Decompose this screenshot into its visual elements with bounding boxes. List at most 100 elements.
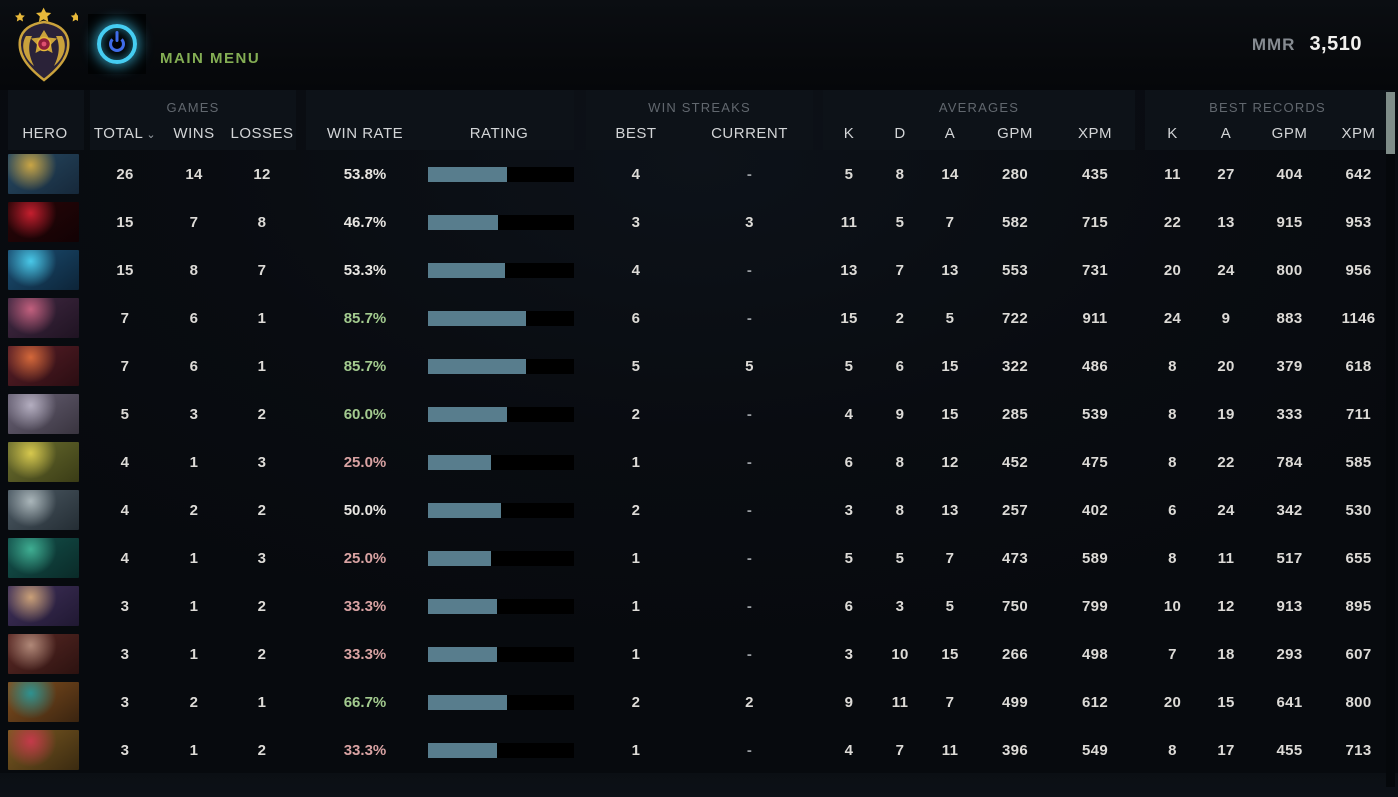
record-kills-value: 6 <box>1168 501 1177 519</box>
avg-gpm-value: 396 <box>1002 741 1028 759</box>
hero-stats-row[interactable]: 3 1 2 33.3% 1 - 6 3 5 750 799 10 12 913 … <box>0 582 1398 630</box>
total-games-value: 15 <box>116 213 134 231</box>
avg-deaths-value: 5 <box>895 549 905 567</box>
avg-gpm-value: 452 <box>1002 453 1028 471</box>
avg-deaths-value: 11 <box>891 693 909 711</box>
avg-deaths-value: 8 <box>895 453 905 471</box>
hero-stats-row[interactable]: 3 1 2 33.3% 1 - 4 7 11 396 549 8 17 455 … <box>0 726 1398 774</box>
avg-assists-value: 15 <box>941 645 959 663</box>
hero-stats-row[interactable]: 4 2 2 50.0% 2 - 3 8 13 257 402 6 24 342 … <box>0 486 1398 534</box>
rating-bar-fill <box>428 694 507 710</box>
rank-medal-icon[interactable] <box>10 6 81 82</box>
column-header-avg-gpm[interactable]: GPM <box>997 124 1033 142</box>
hero-stats-row[interactable]: 26 14 12 53.8% 4 - 5 8 14 280 435 11 27 … <box>0 150 1398 198</box>
record-xpm-value: 530 <box>1345 501 1372 519</box>
column-header-avg-assists[interactable]: A <box>944 124 956 142</box>
record-gpm-value: 517 <box>1276 549 1303 567</box>
scrollbar-thumb[interactable] <box>1386 92 1395 154</box>
group-label-averages: AVERAGES <box>938 100 1020 115</box>
rating-bar-fill <box>428 214 499 230</box>
rating-bar <box>424 406 574 422</box>
rating-bar <box>424 358 574 374</box>
column-header-rec-xpm[interactable]: XPM <box>1341 124 1376 142</box>
rating-bar <box>424 214 574 230</box>
record-assists-value: 24 <box>1217 501 1235 519</box>
win-rate-value: 53.3% <box>343 261 387 279</box>
hero-portrait <box>8 490 79 530</box>
current-streak-value: - <box>746 165 753 183</box>
column-header-avg-xpm[interactable]: XPM <box>1077 124 1112 142</box>
hero-stats-row[interactable]: 3 2 1 66.7% 2 2 9 11 7 499 612 20 15 641… <box>0 678 1398 726</box>
current-streak-value: - <box>746 645 753 663</box>
column-header-streak-current[interactable]: CURRENT <box>711 124 788 142</box>
table-body: 26 14 12 53.8% 4 - 5 8 14 280 435 11 27 … <box>0 150 1398 797</box>
power-icon <box>109 36 125 52</box>
column-header-streak-best[interactable]: BEST <box>615 124 657 142</box>
record-assists-value: 11 <box>1217 549 1235 567</box>
hero-stats-row[interactable]: 3 1 2 33.3% 1 - 3 10 15 266 498 7 18 293… <box>0 630 1398 678</box>
column-header-rec-assists[interactable]: A <box>1220 124 1232 142</box>
hero-stats-row[interactable]: 4 1 3 25.0% 1 - 6 8 12 452 475 8 22 784 … <box>0 438 1398 486</box>
win-rate-value: 25.0% <box>343 549 387 567</box>
avg-xpm-value: 715 <box>1082 213 1108 231</box>
hero-stats-row[interactable]: 4 1 3 25.0% 1 - 5 5 7 473 589 8 11 517 6… <box>0 534 1398 582</box>
best-streak-value: 1 <box>631 453 641 471</box>
win-rate-value: 46.7% <box>343 213 387 231</box>
rating-bar-fill <box>428 550 491 566</box>
avg-deaths-value: 2 <box>895 309 905 327</box>
hero-stats-row[interactable]: 7 6 1 85.7% 6 - 15 2 5 722 911 24 9 883 … <box>0 294 1398 342</box>
top-bar: MAIN MENU MMR 3,510 <box>0 0 1398 90</box>
column-header-avg-kills[interactable]: K <box>843 124 855 142</box>
record-xpm-value: 607 <box>1345 645 1372 663</box>
record-xpm-value: 711 <box>1345 405 1372 423</box>
total-games-value: 7 <box>120 357 130 375</box>
hero-stats-row[interactable]: 15 7 8 46.7% 3 3 11 5 7 582 715 22 13 91… <box>0 198 1398 246</box>
record-assists-value: 12 <box>1217 597 1235 615</box>
hero-portrait <box>8 202 79 242</box>
avg-assists-value: 13 <box>941 261 959 279</box>
column-header-rating[interactable]: RATING <box>469 124 529 142</box>
rating-bar-track <box>428 214 574 230</box>
avg-kills-value: 5 <box>844 165 854 183</box>
losses-value: 2 <box>257 501 267 519</box>
record-gpm-value: 641 <box>1276 693 1303 711</box>
main-menu-link[interactable]: MAIN MENU <box>160 50 261 67</box>
scrollbar-track[interactable] <box>1386 92 1395 787</box>
hero-stats-row[interactable]: 5 3 2 60.0% 2 - 4 9 15 285 539 8 19 333 … <box>0 390 1398 438</box>
wins-value: 6 <box>189 309 199 327</box>
rating-bar-track <box>428 598 574 614</box>
rating-bar-track <box>428 262 574 278</box>
wins-value: 1 <box>189 549 199 567</box>
current-streak-value: - <box>746 309 753 327</box>
column-header-avg-deaths[interactable]: D <box>894 124 906 142</box>
total-games-value: 3 <box>120 693 130 711</box>
column-header-win-rate[interactable]: WIN RATE <box>326 124 404 142</box>
record-kills-value: 20 <box>1163 693 1182 711</box>
wins-value: 6 <box>189 357 199 375</box>
column-header-rec-gpm[interactable]: GPM <box>1271 124 1308 142</box>
avg-assists-value: 11 <box>941 741 959 759</box>
wins-value: 14 <box>185 165 203 183</box>
losses-value: 1 <box>257 309 267 327</box>
column-header-rec-kills[interactable]: K <box>1167 124 1178 142</box>
column-header-wins[interactable]: WINS <box>173 124 215 142</box>
avg-deaths-value: 8 <box>895 165 905 183</box>
hero-stats-row[interactable]: 15 8 7 53.3% 4 - 13 7 13 553 731 20 24 8… <box>0 246 1398 294</box>
record-assists-value: 27 <box>1217 165 1235 183</box>
wins-value: 1 <box>189 453 199 471</box>
column-header-losses[interactable]: LOSSES <box>230 124 294 142</box>
best-streak-value: 1 <box>631 645 641 663</box>
record-gpm-value: 404 <box>1276 165 1303 183</box>
rating-bar <box>424 742 574 758</box>
column-header-total[interactable]: TOTAL ⌄ <box>90 125 160 142</box>
current-streak-value: - <box>746 741 753 759</box>
record-kills-value: 8 <box>1168 741 1177 759</box>
hero-stats-row[interactable]: 7 6 1 85.7% 5 5 5 6 15 322 486 8 20 379 … <box>0 342 1398 390</box>
rating-bar-fill <box>428 454 491 470</box>
win-rate-value: 60.0% <box>343 405 387 423</box>
total-games-value: 5 <box>120 405 130 423</box>
power-button[interactable] <box>88 14 146 74</box>
avg-xpm-value: 486 <box>1082 357 1108 375</box>
win-rate-value: 85.7% <box>343 309 387 327</box>
column-header-hero[interactable]: HERO <box>22 124 68 142</box>
